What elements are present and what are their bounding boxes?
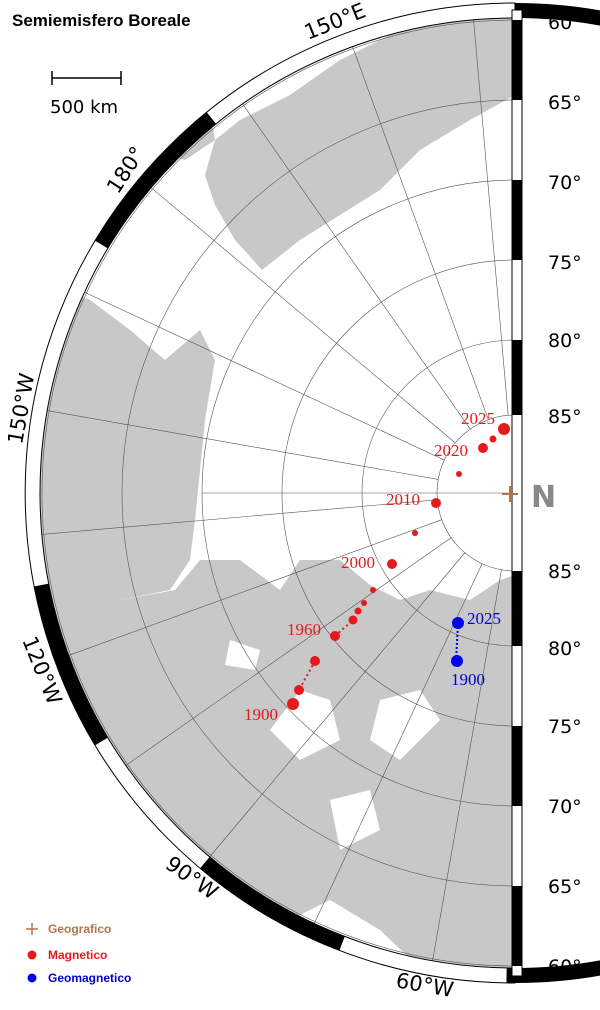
lat-label: 85° <box>548 406 582 428</box>
frame-segment <box>515 3 600 26</box>
meridian <box>84 291 445 461</box>
year-label: 2025 <box>461 409 495 428</box>
title: Semiemisfero Boreale <box>12 11 191 30</box>
year-label: 2020 <box>434 441 468 460</box>
lat-label: 85° <box>548 561 582 583</box>
meridian <box>473 19 509 416</box>
legend-label: Magnetico <box>48 948 107 962</box>
legend-label: Geografico <box>48 922 111 936</box>
frame-segment <box>506 960 600 983</box>
meridians <box>41 19 515 961</box>
lat-label: 80° <box>548 330 582 352</box>
geomagnetic-pole-track <box>451 617 464 667</box>
lat-label: 70° <box>548 172 582 194</box>
scale-bar: 500 km <box>50 71 122 118</box>
year-label: 2010 <box>386 490 420 509</box>
year-label: 1900 <box>244 705 278 724</box>
scale-label: 500 km <box>50 97 118 118</box>
meridian <box>47 410 439 480</box>
meridian <box>352 46 489 420</box>
lat-label: 60° <box>548 12 582 34</box>
lat-label: 65° <box>548 92 582 114</box>
legend-label: Geomagnetico <box>48 971 131 985</box>
year-label: 2025 <box>467 609 501 628</box>
frame-segment <box>94 112 217 249</box>
lat-label: 80° <box>548 638 582 660</box>
year-label: 1900 <box>451 670 485 689</box>
lat-label: 75° <box>548 716 582 738</box>
lat-label: 60° <box>548 956 582 978</box>
meridian <box>432 569 502 961</box>
magnetic-pole-track <box>287 423 510 710</box>
lat-label: 65° <box>548 876 582 898</box>
meridian <box>209 552 466 858</box>
right-frame-ticks <box>512 20 522 966</box>
geographic-pole <box>502 486 518 502</box>
year-label: 1960 <box>287 620 321 639</box>
frame-segment <box>200 856 345 951</box>
meridian <box>68 519 442 656</box>
frame-ticks <box>34 3 600 983</box>
year-label: 2000 <box>341 553 375 572</box>
lat-label: 70° <box>548 796 582 818</box>
meridian <box>125 537 452 766</box>
meridian <box>242 103 471 430</box>
pole-marker: N <box>531 480 556 515</box>
meridian <box>41 499 438 535</box>
frame-segment <box>34 583 108 746</box>
legend: Geografico Magnetico Geomagnetico <box>26 922 131 985</box>
lat-label: 75° <box>548 252 582 274</box>
meridian <box>150 187 456 444</box>
